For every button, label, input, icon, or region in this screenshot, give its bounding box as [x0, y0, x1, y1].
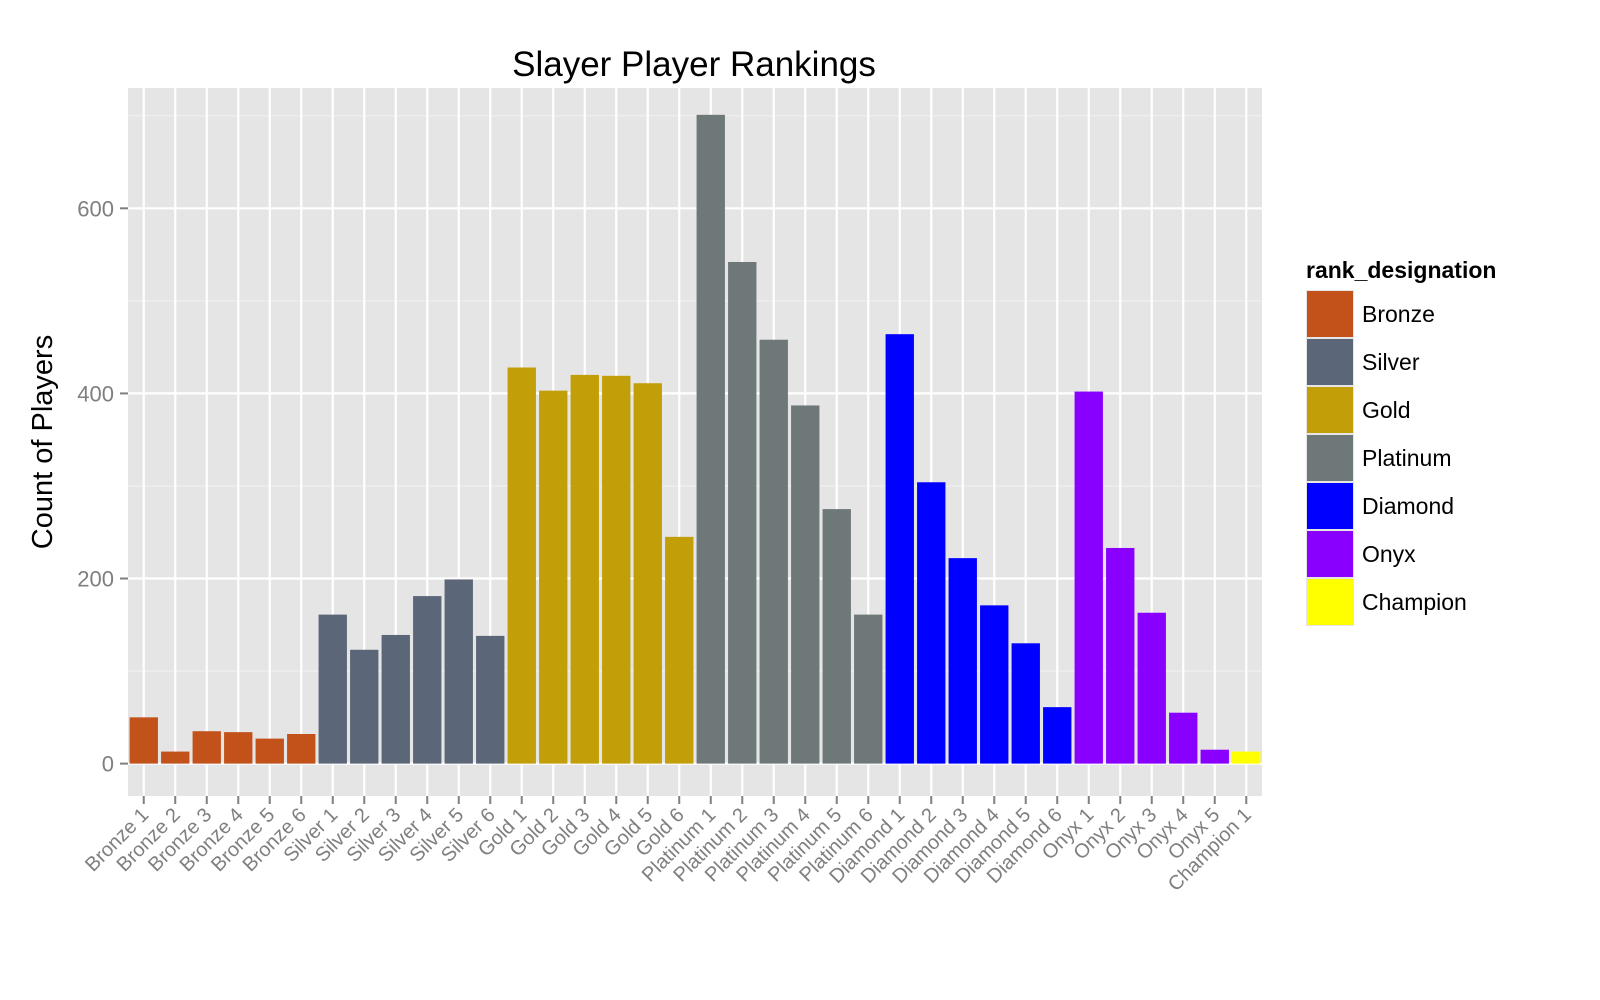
bar-silver-6 [476, 635, 505, 764]
bar-onyx-1 [1074, 391, 1103, 764]
legend-key-diamond [1307, 483, 1353, 529]
bar-gold-3 [570, 374, 599, 764]
legend-label-diamond: Diamond [1362, 493, 1454, 519]
legend-label-onyx: Onyx [1362, 541, 1416, 567]
bar-onyx-2 [1106, 547, 1135, 764]
y-tick-label: 400 [77, 381, 114, 406]
legend-key-bronze [1307, 291, 1353, 337]
bar-diamond-3 [948, 558, 977, 764]
grid-minor-lines [128, 115, 1262, 672]
legend-key-champion [1307, 579, 1353, 625]
legend-label-platinum: Platinum [1362, 445, 1451, 471]
bar-platinum-4 [791, 405, 820, 764]
bar-silver-3 [381, 634, 410, 764]
bar-bronze-1 [129, 717, 158, 764]
bar-diamond-2 [917, 482, 946, 764]
bar-gold-1 [507, 367, 536, 764]
bar-silver-2 [350, 649, 379, 764]
bar-bronze-2 [161, 751, 190, 764]
bar-platinum-3 [759, 339, 788, 764]
bar-onyx-5 [1200, 749, 1229, 764]
y-tick-label: 200 [77, 567, 114, 592]
legend-key-onyx [1307, 531, 1353, 577]
chart-title: Slayer Player Rankings [512, 45, 876, 84]
bar-gold-4 [602, 375, 631, 764]
y-axis: 0 200 400 600 [77, 196, 128, 777]
bar-platinum-6 [854, 614, 883, 764]
bar-platinum-2 [728, 261, 757, 764]
bar-silver-5 [444, 579, 473, 764]
legend-title: rank_designation [1306, 257, 1496, 283]
bar-bronze-5 [255, 738, 284, 764]
bar-diamond-6 [1043, 707, 1072, 764]
bar-bronze-4 [224, 732, 253, 764]
y-tick-label: 0 [102, 752, 114, 777]
legend-label-champion: Champion [1362, 589, 1467, 615]
plot-background [128, 88, 1262, 796]
legend: rank_designation Bronze Silver Gold Platinu… [1306, 257, 1496, 626]
bar-platinum-1 [696, 114, 725, 764]
bar-gold-5 [633, 383, 662, 764]
y-tick-label: 600 [77, 196, 114, 221]
bar-silver-1 [318, 614, 347, 764]
bar-diamond-5 [1011, 643, 1040, 764]
legend-key-silver [1307, 339, 1353, 385]
bar-onyx-3 [1137, 612, 1166, 764]
legend-label-gold: Gold [1362, 397, 1411, 423]
bar-gold-2 [539, 390, 568, 764]
legend-key-gold [1307, 387, 1353, 433]
bar-diamond-1 [885, 334, 914, 764]
bar-bronze-6 [287, 733, 316, 764]
bar-diamond-4 [980, 605, 1009, 764]
legend-label-silver: Silver [1362, 349, 1420, 375]
bar-champion-1 [1232, 751, 1261, 764]
legend-key-platinum [1307, 435, 1353, 481]
bar-platinum-5 [822, 509, 851, 764]
bar-gold-6 [665, 536, 694, 764]
legend-label-bronze: Bronze [1362, 301, 1435, 327]
bar-bronze-3 [192, 731, 221, 764]
y-axis-label: Count of Players [27, 335, 59, 549]
bars [129, 114, 1261, 764]
bar-silver-4 [413, 596, 442, 764]
bar-onyx-4 [1169, 712, 1198, 764]
